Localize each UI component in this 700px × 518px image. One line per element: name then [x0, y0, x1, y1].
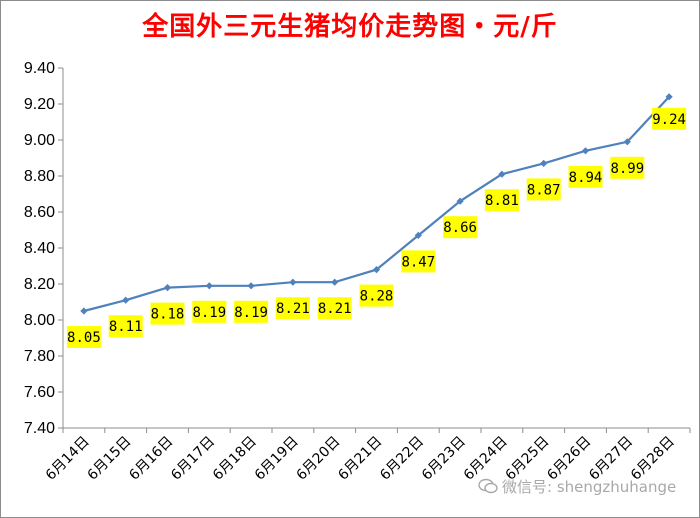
data-label-box — [443, 216, 478, 239]
series — [80, 93, 673, 315]
y-tick-labels: 7.40 7.60 7.80 8.00 8.20 8.40 8.60 8.80 9.00 9.20… — [24, 60, 55, 437]
data-label: 8.11 — [109, 319, 143, 335]
y-tick-label: 9.00 — [24, 132, 55, 149]
data-label-box — [610, 156, 645, 179]
x-tick-label: 6月23日 — [419, 434, 469, 484]
y-tick-label: 7.60 — [24, 384, 55, 401]
x-tick-label: 6月20日 — [294, 434, 344, 484]
data-point — [372, 266, 381, 274]
series-line — [83, 96, 670, 313]
data-label-box — [192, 300, 227, 323]
data-point — [498, 170, 506, 178]
x-tick-label: 6月16日 — [126, 434, 176, 484]
watermark-text: 微信号: shengzhuhange — [502, 478, 677, 496]
x-tick-label: 6月15日 — [85, 434, 135, 484]
y-tick-label: 8.80 — [24, 168, 55, 185]
data-point — [623, 138, 631, 146]
data-labels: 8.05 8.11 8.18 8.19 8.19 8.21 8.21 8.28 8.47 8.66… — [66, 107, 687, 348]
chart-title: 全国外三元生猪均价走势图・元/斤 — [142, 12, 558, 42]
data-label-box — [359, 284, 394, 307]
data-label: 8.47 — [401, 254, 435, 270]
data-label-box — [150, 302, 185, 325]
data-point — [247, 282, 255, 290]
y-tick-label: 9.20 — [24, 96, 55, 113]
data-point — [456, 197, 464, 205]
y-tick-label: 8.20 — [24, 276, 55, 293]
y-tick-label: 7.80 — [24, 348, 55, 365]
watermark: 微信号: shengzhuhange — [478, 476, 676, 497]
data-label-box — [568, 165, 603, 188]
data-point — [80, 307, 88, 315]
data-label-box — [275, 297, 310, 320]
data-point — [205, 282, 213, 290]
data-label-box — [652, 107, 687, 130]
data-point — [163, 284, 172, 292]
data-label: 8.21 — [276, 301, 310, 317]
y-tick-label: 7.40 — [24, 420, 55, 437]
data-label: 8.87 — [527, 182, 561, 198]
data-label-box — [234, 300, 269, 323]
data-label-box — [484, 189, 519, 212]
data-label-box — [108, 315, 143, 338]
data-point — [289, 278, 297, 286]
data-point — [540, 159, 548, 167]
x-tick-label: 6月18日 — [210, 434, 260, 484]
data-point — [122, 296, 130, 304]
data-label: 9.24 — [652, 112, 686, 128]
data-label-box — [526, 178, 561, 201]
data-point — [665, 93, 673, 101]
data-label: 8.19 — [192, 305, 226, 321]
data-label: 8.21 — [318, 301, 352, 317]
y-tick-label: 9.40 — [24, 60, 55, 77]
x-tick-label: 6月21日 — [335, 434, 385, 484]
x-tick-label: 6月22日 — [377, 434, 427, 484]
x-tick-label: 6月19日 — [252, 434, 302, 484]
data-label: 8.05 — [67, 330, 101, 346]
data-label-box — [317, 297, 352, 320]
y-tick-label: 8.00 — [24, 312, 55, 329]
data-label: 8.99 — [610, 161, 644, 177]
y-tick-label: 8.60 — [24, 204, 55, 221]
x-tick-label: 6月14日 — [43, 434, 93, 484]
data-point — [414, 231, 422, 239]
data-label: 8.18 — [151, 307, 185, 323]
axes — [58, 67, 691, 433]
data-point — [331, 278, 339, 286]
data-label: 8.94 — [569, 170, 603, 186]
data-label: 8.81 — [485, 193, 519, 209]
data-label: 8.66 — [443, 220, 477, 236]
data-point — [581, 147, 590, 155]
data-label: 8.19 — [234, 305, 268, 321]
y-tick-label: 8.40 — [24, 240, 55, 257]
data-label: 8.28 — [360, 289, 394, 305]
data-label-box — [66, 326, 101, 348]
wechat-icon — [478, 478, 498, 494]
x-tick-label: 6月17日 — [168, 434, 218, 484]
data-label-box — [401, 250, 436, 273]
